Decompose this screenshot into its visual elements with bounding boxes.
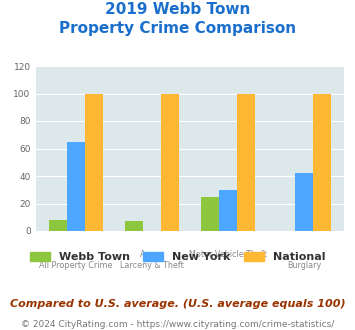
Bar — [201, 197, 219, 231]
Legend: Webb Town, New York, National: Webb Town, New York, National — [26, 248, 329, 267]
Text: Arson: Arson — [140, 250, 163, 259]
Text: © 2024 CityRating.com - https://www.cityrating.com/crime-statistics/: © 2024 CityRating.com - https://www.city… — [21, 320, 334, 329]
Bar — [49, 220, 67, 231]
Text: Motor Vehicle Theft: Motor Vehicle Theft — [189, 250, 267, 259]
Bar — [237, 93, 255, 231]
Bar — [313, 93, 331, 231]
Bar — [85, 93, 103, 231]
Text: 2019 Webb Town: 2019 Webb Town — [105, 2, 250, 16]
Text: Burglary: Burglary — [287, 261, 321, 270]
Bar — [295, 173, 313, 231]
Text: All Property Crime: All Property Crime — [39, 261, 113, 270]
Bar — [125, 221, 143, 231]
Text: Larceny & Theft: Larceny & Theft — [120, 261, 184, 270]
Text: Compared to U.S. average. (U.S. average equals 100): Compared to U.S. average. (U.S. average … — [10, 299, 345, 309]
Text: Property Crime Comparison: Property Crime Comparison — [59, 21, 296, 36]
Bar — [67, 142, 85, 231]
Bar — [219, 190, 237, 231]
Bar — [161, 93, 179, 231]
